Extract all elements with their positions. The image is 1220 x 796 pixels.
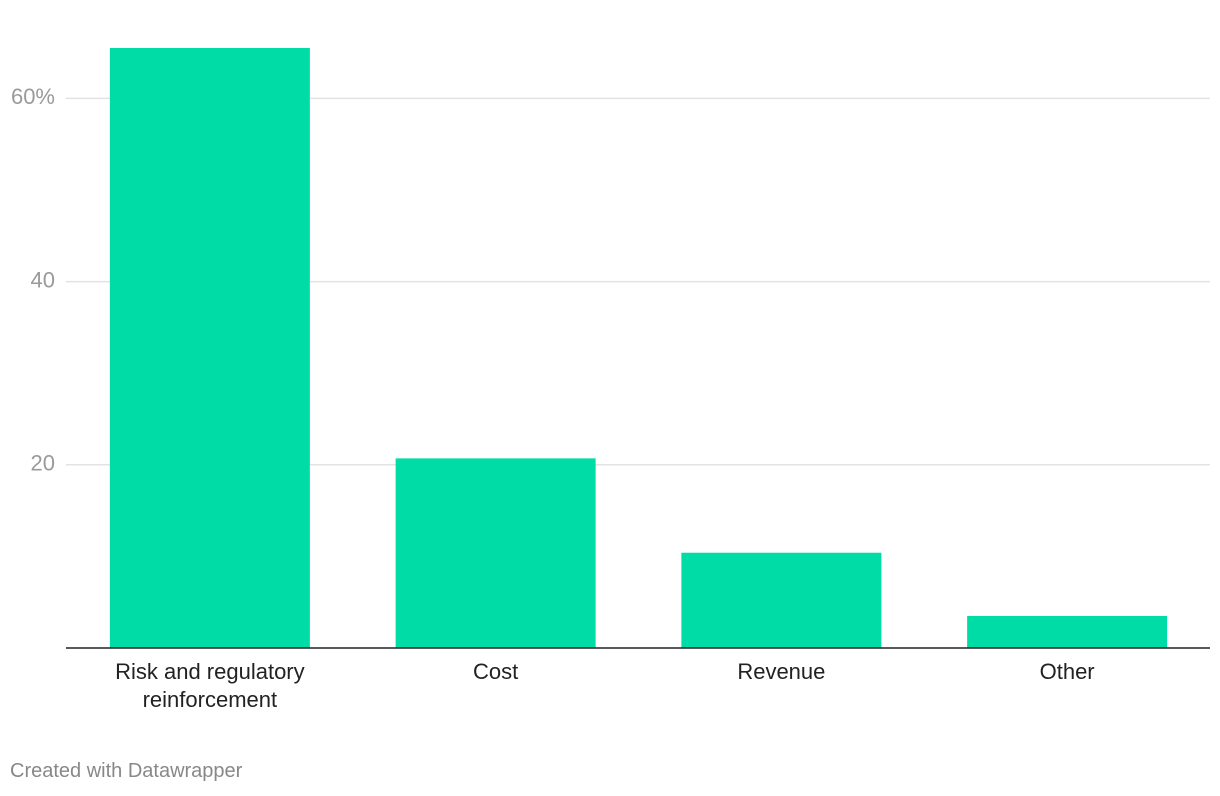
footer-credit: Created with Datawrapper (10, 760, 243, 782)
bar (109, 48, 310, 648)
y-tick-label: 20 (31, 451, 55, 476)
bar (681, 552, 882, 648)
bar (967, 615, 1168, 648)
x-tick-label: Other (1039, 659, 1095, 684)
y-tick-label: 40 (31, 267, 55, 292)
y-tick-label: 60% (11, 84, 55, 109)
x-tick-label: Revenue (737, 659, 826, 684)
x-tick-label: Risk and regulatory reinforcement (115, 659, 305, 712)
bar (395, 458, 596, 648)
x-tick-label: Cost (473, 659, 519, 684)
